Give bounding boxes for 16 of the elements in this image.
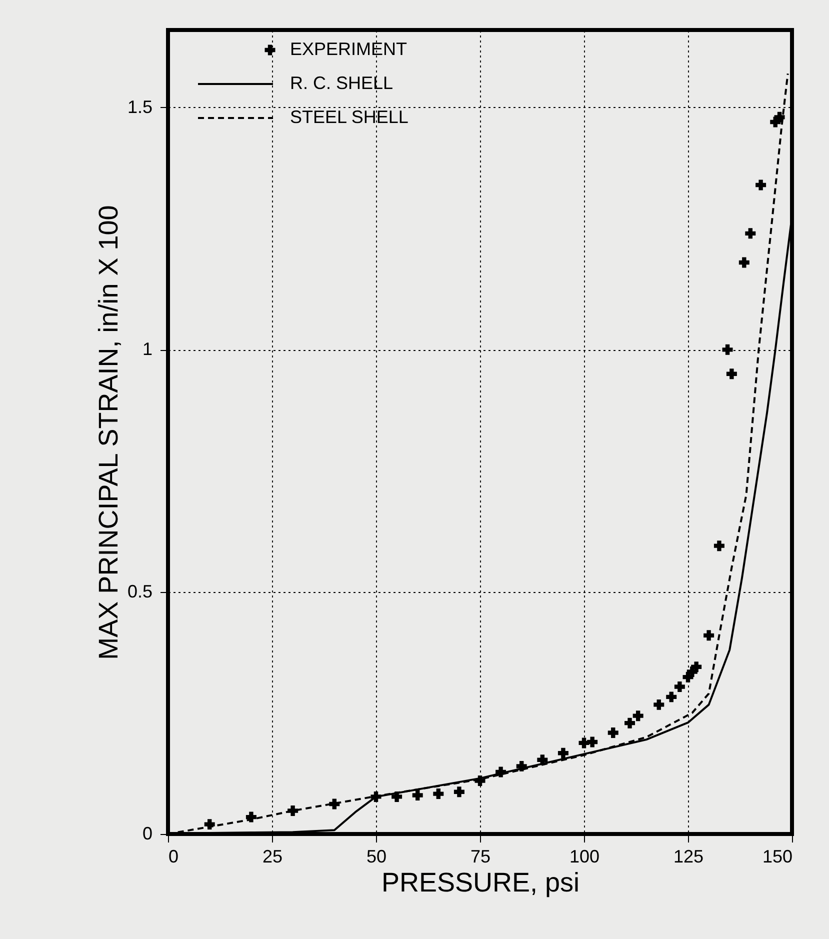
y-tick-label: 0	[142, 824, 152, 844]
legend-label: STEEL SHELL	[290, 107, 408, 127]
x-tick-label: 75	[470, 846, 491, 866]
x-tick-label: 25	[262, 846, 283, 866]
x-tick-label: 50	[366, 846, 387, 866]
x-tick-label: 0	[168, 846, 179, 866]
legend-label: R. C. SHELL	[290, 73, 394, 93]
x-tick-label: 100	[569, 846, 600, 866]
x-axis-title: PRESSURE, psi	[381, 868, 580, 898]
y-axis-title: MAX PRINCIPAL STRAIN, in/in X 100	[93, 205, 124, 660]
legend-label: EXPERIMENT	[290, 39, 408, 59]
y-tick-label: 0.5	[127, 581, 152, 602]
x-tick-label: 125	[673, 846, 704, 866]
y-tick-label: 1.5	[127, 96, 152, 117]
y-tick-label: 1	[142, 339, 152, 360]
x-tick-label: 150	[762, 846, 792, 866]
